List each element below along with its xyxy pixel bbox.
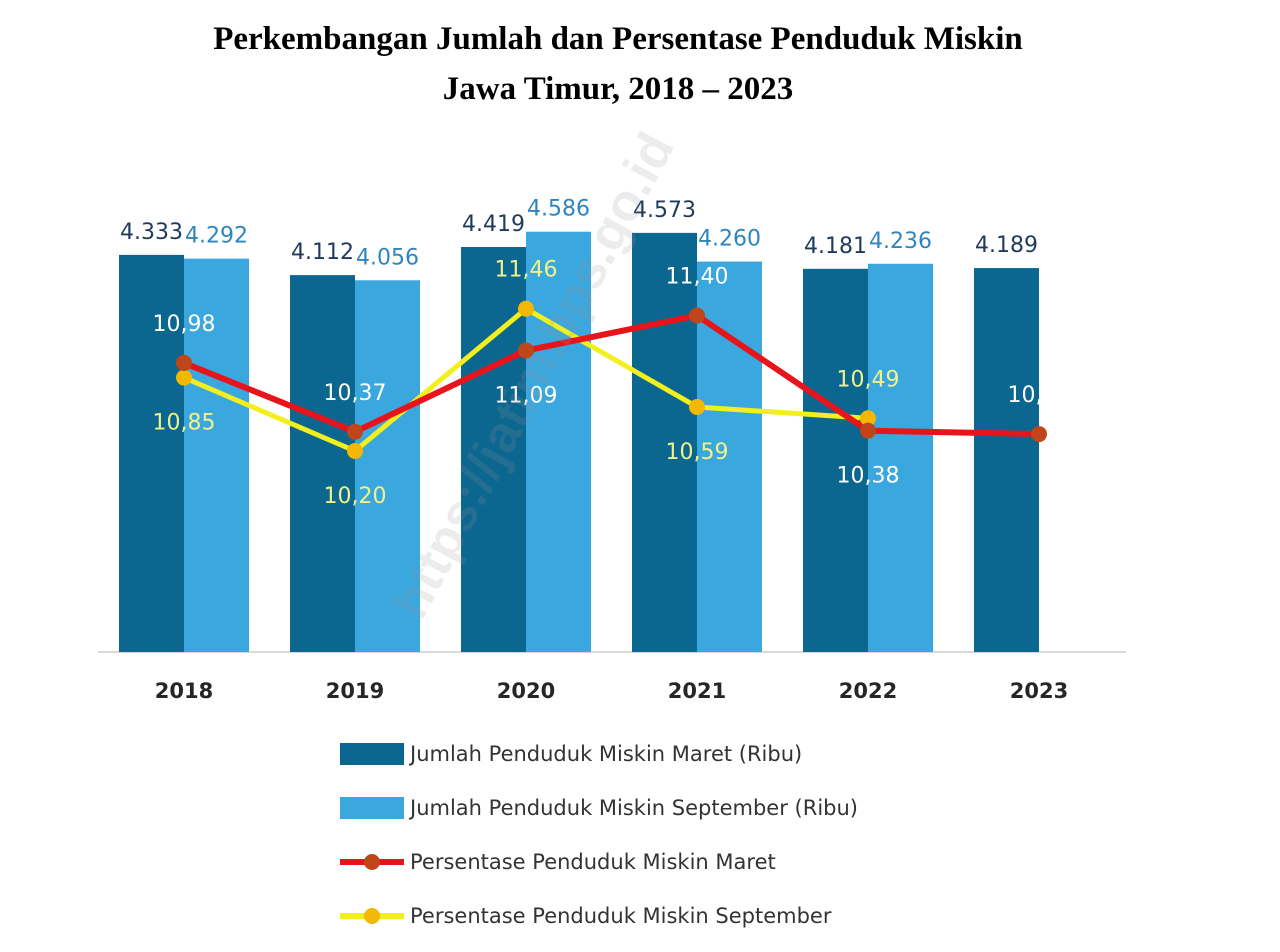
pct-label-maret-2021: 11,40	[666, 265, 729, 290]
chart-title: Perkembangan Jumlah dan Persentase Pendu…	[0, 14, 1236, 114]
bar-label-september-2019: 4.056	[356, 245, 419, 270]
pct-label-september-2019: 10,20	[324, 484, 387, 509]
legend-label-maret-bar: Jumlah Penduduk Miskin Maret (Ribu)	[410, 742, 803, 766]
point-september-2019	[347, 443, 363, 460]
bar-label-september-2020: 4.586	[527, 197, 590, 222]
point-september-2018	[176, 369, 192, 386]
pct-label-september-2022: 10,49	[837, 367, 900, 392]
bar-label-maret-2020: 4.419	[462, 212, 525, 237]
pct-label-maret-2020: 11,09	[495, 384, 558, 409]
bar-maret-2021	[632, 232, 697, 652]
pct-label-september-2018: 10,85	[153, 411, 216, 436]
point-maret-2022	[860, 422, 876, 439]
bar-maret-2023	[974, 268, 1039, 652]
pct-label-maret-2023: 10,35	[1008, 383, 1071, 408]
bar-label-september-2018: 4.292	[185, 224, 248, 249]
bar-september-2018	[184, 258, 249, 652]
bar-label-maret-2022: 4.181	[804, 234, 867, 259]
legend-swatch-september-line	[340, 905, 404, 927]
x-tick-label-2021: 2021	[668, 679, 726, 703]
bar-maret-2022	[803, 268, 868, 652]
x-tick-label-2018: 2018	[155, 679, 213, 703]
pct-label-maret-2019: 10,37	[324, 381, 387, 406]
bar-label-maret-2019: 4.112	[291, 240, 354, 265]
bar-label-maret-2021: 4.573	[633, 198, 696, 223]
x-tick-label-2019: 2019	[326, 679, 384, 703]
legend-swatch-september-bar	[340, 797, 404, 819]
bar-label-maret-2018: 4.333	[120, 220, 183, 245]
legend-label-maret-line: Persentase Penduduk Miskin Maret	[410, 850, 776, 874]
legend-item-september-bar: Jumlah Penduduk Miskin September (Ribu)	[340, 790, 858, 826]
bar-september-2020	[526, 231, 591, 653]
point-maret-2021	[689, 307, 705, 324]
legend-item-september-line: Persentase Penduduk Miskin September	[340, 898, 858, 934]
legend-item-maret-bar: Jumlah Penduduk Miskin Maret (Ribu)	[340, 736, 858, 772]
chart-title-line-1: Perkembangan Jumlah dan Persentase Pendu…	[213, 21, 1023, 57]
point-maret-2020	[518, 342, 534, 359]
bar-september-2019	[355, 280, 420, 652]
pct-label-maret-2022: 10,38	[837, 464, 900, 489]
bar-label-september-2022: 4.236	[869, 229, 932, 254]
pct-label-september-2020: 11,46	[495, 258, 558, 283]
bar-maret-2018	[119, 254, 184, 652]
legend-swatch-maret-bar	[340, 743, 404, 765]
bar-september-2022	[868, 263, 933, 652]
bar-september-2021	[697, 261, 762, 652]
pct-label-september-2021: 10,59	[666, 440, 729, 465]
point-maret-2023	[1031, 426, 1047, 443]
legend-item-maret-line: Persentase Penduduk Miskin Maret	[340, 844, 858, 880]
line-maret	[181, 312, 1042, 438]
bar-maret-2019	[290, 275, 355, 652]
point-maret-2018	[176, 354, 192, 371]
legend-swatch-maret-line	[340, 851, 404, 873]
legend-label-september-bar: Jumlah Penduduk Miskin September (Ribu)	[410, 796, 858, 820]
bar-maret-2020	[461, 246, 526, 652]
point-september-2022	[860, 410, 876, 427]
point-maret-2019	[347, 423, 363, 440]
x-tick-label-2020: 2020	[497, 679, 555, 703]
point-september-2021	[689, 398, 705, 415]
x-tick-label-2023: 2023	[1010, 679, 1068, 703]
bar-label-september-2021: 4.260	[698, 227, 761, 252]
bar-label-maret-2023: 4.189	[975, 233, 1038, 258]
point-september-2020	[518, 300, 534, 317]
legend-label-september-line: Persentase Penduduk Miskin September	[410, 904, 832, 928]
chart-legend: Jumlah Penduduk Miskin Maret (Ribu) Juml…	[340, 736, 858, 952]
pct-label-maret-2018: 10,98	[153, 312, 216, 337]
x-tick-label-2022: 2022	[839, 679, 897, 703]
chart-title-line-2: Jawa Timur, 2018 – 2023	[442, 71, 794, 107]
